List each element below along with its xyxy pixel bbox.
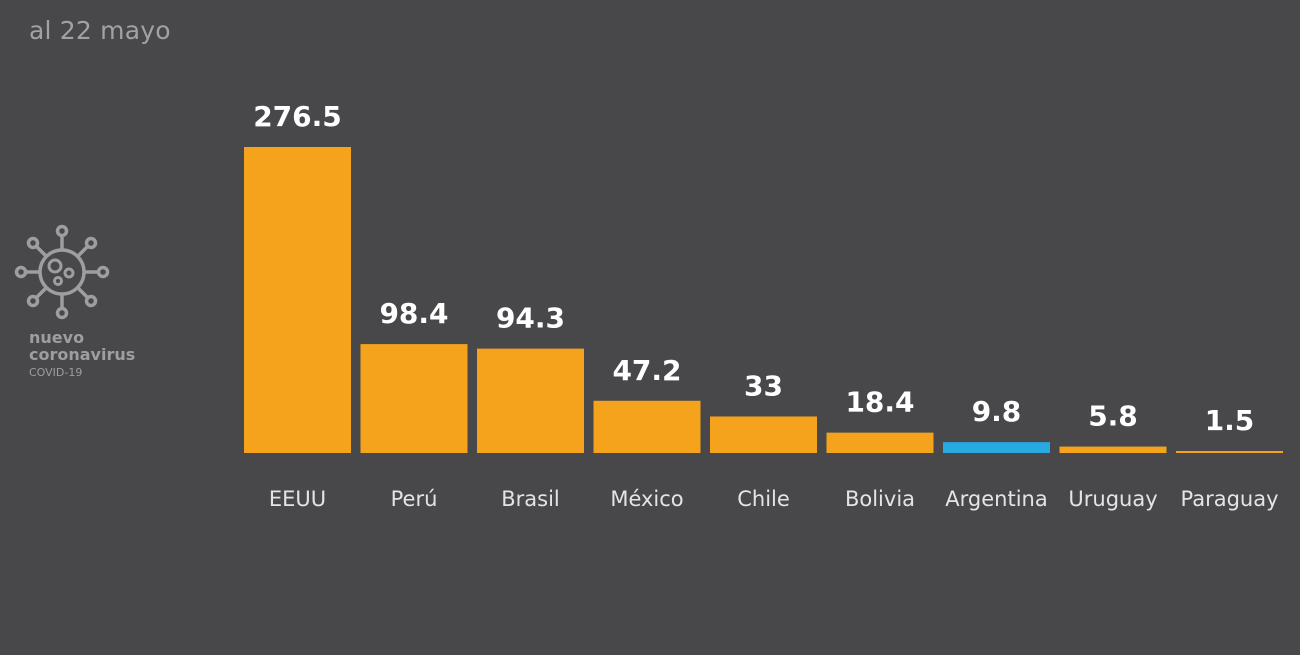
category-label-bolivia: Bolivia [845,487,915,511]
logo-text-nuevo: nuevo [29,328,85,347]
bar-peru [360,344,468,453]
bar-argentina [943,442,1050,453]
logo-text-coronavirus: coronavirus [29,344,136,364]
bar-paraguay [1176,451,1283,453]
category-label-argentina: Argentina [945,487,1047,511]
value-label-uruguay: 5.8 [1088,400,1138,433]
covid-logo: nuevo coronavirus COVID-19 [12,222,142,378]
value-label-eeuu: 276.5 [253,100,342,133]
category-label-eeuu: EEUU [269,487,326,511]
bar-mexico [593,400,701,453]
bar-eeuu [244,147,351,453]
category-label-brasil: Brasil [501,487,560,511]
logo-text-covid19: COVID-19 [29,365,83,379]
value-label-paraguay: 1.5 [1205,404,1255,437]
category-label-chile: Chile [737,487,790,511]
bar-brasil [477,348,584,453]
value-label-mexico: 47.2 [612,354,681,387]
bar-chile [710,416,817,453]
bar-uruguay [1059,446,1167,453]
value-label-bolivia: 18.4 [845,386,914,419]
date-label: al 22 mayo [29,16,171,45]
category-label-mexico: México [610,487,683,511]
value-label-argentina: 9.8 [972,395,1022,428]
category-label-paraguay: Paraguay [1180,487,1278,511]
value-label-peru: 98.4 [379,297,448,330]
category-label-peru: Perú [391,487,438,511]
bar-bolivia [826,432,934,453]
coronavirus-icon [14,224,110,320]
value-label-chile: 33 [744,369,783,402]
value-label-brasil: 94.3 [496,302,565,335]
category-label-uruguay: Uruguay [1068,487,1157,511]
